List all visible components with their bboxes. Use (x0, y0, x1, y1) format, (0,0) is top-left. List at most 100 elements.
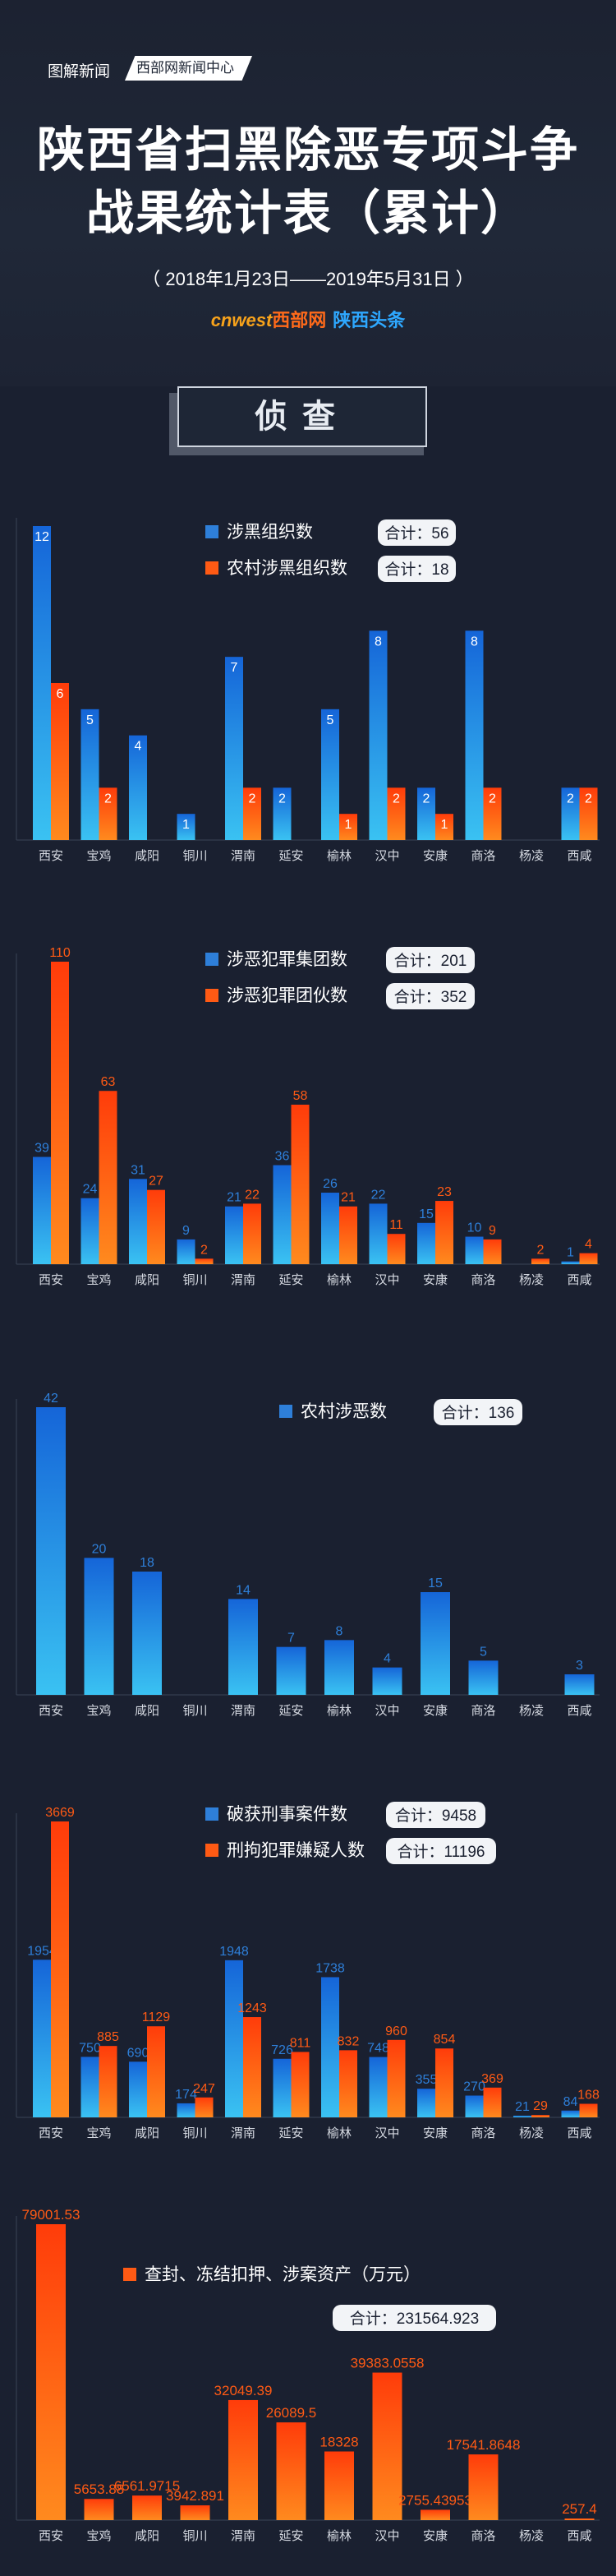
total-label: 合计：201 (394, 952, 467, 970)
data-label: 22 (371, 1188, 386, 1202)
x-tick-label: 延安 (278, 2126, 303, 2140)
data-label: 960 (385, 2024, 407, 2038)
data-label: 23 (437, 1185, 452, 1199)
x-tick-label: 渭南 (231, 849, 255, 863)
x-tick-label: 西安 (39, 849, 63, 863)
blue-bar (561, 787, 580, 840)
data-label: 31 (131, 1163, 145, 1177)
data-label: 8 (471, 635, 478, 649)
total-pill (378, 556, 456, 582)
data-label: 26 (323, 1177, 338, 1191)
data-label: 8 (336, 1624, 343, 1638)
orange-bar (147, 1189, 165, 1264)
page-title-line1: 陕西省扫黑除恶专项斗争 (36, 123, 579, 177)
blue-bar (561, 2110, 580, 2117)
x-tick-label: 榆林 (327, 1704, 352, 1718)
data-label: 15 (419, 1207, 434, 1221)
x-tick-label: 汉中 (375, 849, 399, 863)
data-label: 1738 (315, 1961, 345, 1975)
x-tick-label: 咸阳 (135, 849, 159, 863)
legend-label: 破获刑事案件数 (227, 1805, 347, 1824)
blue-bar (80, 709, 99, 840)
blue-bar (129, 1179, 147, 1264)
legend-swatch (205, 1807, 218, 1821)
orange-bar (579, 787, 598, 840)
data-label: 84 (563, 2095, 578, 2109)
orange-bar (243, 787, 261, 840)
x-tick-label: 铜川 (182, 1704, 207, 1718)
blue-bar (132, 1572, 162, 1695)
x-tick-label: 渭南 (231, 1273, 255, 1287)
header: 图解新闻 西部网新闻中心 陕西省扫黑除恶专项斗争 战果统计表（累计） （ 201… (0, 0, 616, 386)
data-label: 2 (423, 792, 430, 806)
chart-crime-groups: 西安 宝鸡 咸阳 铜川 渭南 延安 榆林 汉中 安康 商洛 杨凌 西咸3924319213626221… (16, 946, 600, 1287)
data-label: 21 (227, 1191, 241, 1205)
orange-bar (483, 1239, 502, 1264)
x-tick-label: 汉中 (375, 2126, 399, 2140)
chart-gang-organizations: 西安 宝鸡 咸阳 铜川 渭南 延安 榆林 汉中 安康 商洛 杨凌 西咸125417258282涉黑组织… (16, 518, 600, 863)
legend-label: 查封、冻结扣押、涉案资产（万元） (145, 2265, 421, 2284)
orange-bar (531, 2115, 549, 2117)
blue-bar (273, 1165, 292, 1264)
data-label: 174 (175, 2088, 197, 2102)
data-label: 2 (200, 1243, 208, 1257)
blue-bar (564, 1674, 595, 1695)
legend-label: 农村涉恶数 (301, 1402, 387, 1421)
total-label: 合计：9458 (395, 1807, 476, 1825)
data-label: 17541.8648 (447, 2437, 521, 2453)
x-tick-label: 西咸 (567, 2126, 591, 2140)
x-tick-label: 榆林 (327, 2126, 352, 2140)
data-label: 21 (341, 1191, 356, 1205)
orange-bar (387, 1234, 406, 1264)
blue-bar (273, 787, 292, 840)
x-tick-label: 宝鸡 (86, 2529, 111, 2543)
data-label: 726 (271, 2043, 293, 2057)
data-label: 2 (567, 792, 574, 806)
blue-bar (36, 1407, 66, 1695)
total-pill (386, 1838, 496, 1864)
blue-bar (372, 1667, 402, 1695)
data-label: 18 (140, 1556, 154, 1570)
data-label: 832 (338, 2034, 360, 2048)
data-label: 10 (467, 1221, 482, 1235)
orange-bar (51, 1821, 69, 2117)
section-title-text: 侦查 (255, 399, 350, 435)
x-tick-label: 西咸 (567, 849, 591, 863)
x-tick-label: 商洛 (471, 1273, 495, 1287)
x-tick-label: 榆林 (327, 849, 352, 863)
total-pill (386, 1802, 485, 1828)
x-tick-label: 杨凌 (519, 849, 544, 863)
data-label: 9 (489, 1224, 496, 1238)
logo-shanxi-toutiao: 陕西头条 (333, 310, 406, 330)
data-label: 4 (384, 1652, 391, 1666)
orange-bar (51, 962, 69, 1264)
x-tick-label: 宝鸡 (86, 849, 111, 863)
x-tick-label: 西安 (39, 1704, 63, 1718)
data-label: 110 (49, 946, 71, 960)
data-label: 1 (182, 818, 190, 832)
data-label: 2 (278, 792, 286, 806)
blue-bar (177, 1239, 195, 1264)
x-tick-label: 渭南 (231, 1704, 255, 1718)
orange-bar (339, 2050, 357, 2117)
orange-bar (99, 787, 117, 840)
data-label: 6 (57, 687, 64, 701)
x-tick-label: 安康 (423, 2529, 448, 2543)
x-tick-label: 西安 (39, 2529, 63, 2543)
blue-bar (80, 1198, 99, 1264)
logo-cnwest: cnwest (210, 310, 273, 330)
x-tick-label: 商洛 (471, 1704, 495, 1718)
data-label: 2 (249, 792, 256, 806)
data-label: 7 (231, 661, 238, 675)
data-label: 58 (293, 1089, 308, 1103)
x-tick-label: 延安 (278, 849, 303, 863)
logos: cnwest西部网 陕西头条 (0, 306, 616, 332)
total-pill (378, 519, 456, 546)
x-tick-label: 宝鸡 (86, 1704, 111, 1718)
data-label: 63 (101, 1075, 116, 1089)
data-label: 15 (428, 1577, 443, 1590)
data-label: 1129 (142, 2010, 171, 2024)
data-label: 42 (44, 1392, 58, 1406)
data-label: 29 (533, 2099, 548, 2113)
legend-swatch (205, 561, 218, 575)
